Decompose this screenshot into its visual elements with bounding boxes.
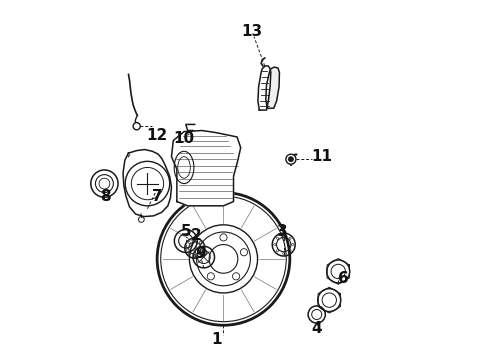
Polygon shape	[258, 66, 271, 110]
Text: 4: 4	[312, 321, 322, 336]
Text: 12: 12	[147, 128, 168, 143]
Text: 13: 13	[242, 24, 263, 39]
Circle shape	[289, 157, 294, 162]
Text: 9: 9	[195, 246, 205, 261]
Circle shape	[286, 154, 296, 164]
Polygon shape	[172, 131, 241, 206]
Polygon shape	[123, 149, 172, 217]
Text: 8: 8	[100, 189, 110, 204]
Text: 5: 5	[180, 225, 191, 239]
Text: 7: 7	[152, 189, 163, 204]
Polygon shape	[266, 67, 279, 108]
Text: 11: 11	[312, 149, 333, 164]
Text: 6: 6	[338, 271, 349, 286]
Text: 2: 2	[191, 228, 202, 243]
Text: 1: 1	[211, 332, 221, 347]
Circle shape	[133, 123, 140, 130]
Text: 10: 10	[173, 131, 195, 146]
Text: 3: 3	[277, 225, 288, 239]
